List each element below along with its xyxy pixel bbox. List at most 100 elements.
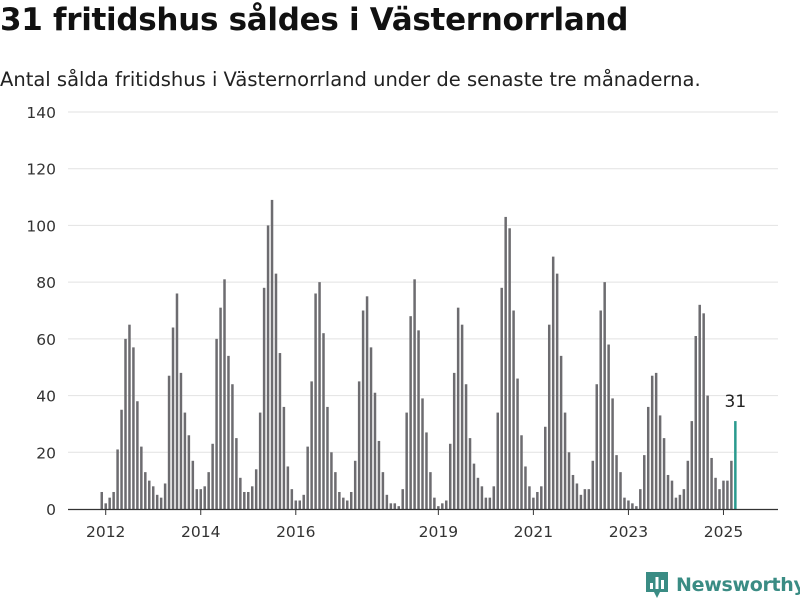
bar bbox=[650, 375, 654, 509]
y-tick-label: 60 bbox=[36, 331, 56, 349]
bar bbox=[516, 378, 519, 509]
bar bbox=[694, 336, 697, 509]
bar bbox=[199, 489, 202, 509]
bar bbox=[282, 406, 286, 509]
chart-title: 31 fritidshus såldes i Västernorrland bbox=[0, 2, 629, 38]
bar bbox=[536, 491, 539, 509]
newsworthy-logo-icon bbox=[646, 572, 668, 598]
y-tick-label: 100 bbox=[26, 217, 56, 235]
x-tick-label: 2016 bbox=[276, 523, 315, 541]
bar bbox=[488, 497, 492, 509]
bar bbox=[215, 338, 218, 509]
bar bbox=[433, 497, 436, 509]
bar bbox=[484, 497, 488, 509]
y-tick-label: 80 bbox=[36, 274, 56, 292]
bar bbox=[243, 491, 246, 509]
bar bbox=[726, 480, 729, 509]
bar bbox=[654, 372, 658, 509]
bar bbox=[195, 489, 199, 509]
bar bbox=[718, 489, 721, 509]
bar bbox=[100, 491, 103, 509]
bar bbox=[662, 438, 666, 509]
bar bbox=[250, 486, 254, 509]
bar bbox=[520, 435, 523, 509]
bar bbox=[361, 310, 365, 509]
bar bbox=[286, 466, 290, 509]
bar bbox=[540, 486, 543, 509]
bar bbox=[682, 489, 686, 509]
bar bbox=[175, 293, 179, 509]
bar bbox=[377, 440, 381, 509]
bar bbox=[302, 494, 305, 509]
bar bbox=[104, 503, 107, 509]
bar bbox=[476, 477, 480, 509]
bar bbox=[357, 381, 361, 509]
bar bbox=[425, 432, 428, 509]
bar bbox=[278, 353, 282, 509]
bar bbox=[231, 384, 234, 509]
bar bbox=[551, 256, 555, 509]
bar bbox=[239, 477, 242, 509]
bar bbox=[532, 497, 535, 509]
bar bbox=[658, 415, 662, 509]
x-axis-ticks: 2012 2014 2016 2019 2021 2023 2025 bbox=[86, 509, 743, 541]
bar bbox=[456, 307, 460, 509]
bar bbox=[191, 460, 195, 509]
bar bbox=[290, 489, 294, 509]
bar bbox=[544, 426, 547, 509]
bar bbox=[607, 344, 610, 509]
bar bbox=[155, 494, 159, 509]
bar bbox=[500, 287, 503, 509]
bar bbox=[460, 324, 464, 509]
bar bbox=[429, 472, 432, 509]
bar bbox=[310, 381, 313, 509]
bar bbox=[409, 316, 412, 509]
bar bbox=[322, 333, 325, 509]
bar bbox=[666, 474, 670, 509]
bar bbox=[187, 435, 191, 509]
bar bbox=[587, 489, 591, 509]
bar bbox=[179, 372, 183, 509]
bar bbox=[706, 395, 709, 509]
bar bbox=[270, 199, 274, 509]
bar bbox=[611, 398, 614, 509]
bar bbox=[643, 455, 646, 509]
bar bbox=[445, 500, 448, 509]
bar bbox=[203, 486, 206, 509]
bar bbox=[306, 446, 309, 509]
bar bbox=[326, 406, 329, 509]
bar bbox=[330, 452, 333, 509]
bar bbox=[211, 443, 214, 509]
x-tick-label: 2023 bbox=[609, 523, 648, 541]
bar bbox=[397, 506, 400, 509]
x-tick-label: 2014 bbox=[181, 523, 220, 541]
bar bbox=[448, 443, 452, 509]
bar bbox=[635, 506, 638, 509]
y-axis-ticks: 0 20 40 60 80 100 120 140 bbox=[26, 104, 56, 519]
bar bbox=[547, 324, 551, 509]
bar bbox=[294, 500, 298, 509]
bar bbox=[219, 307, 222, 509]
bar bbox=[338, 491, 341, 509]
bar bbox=[144, 472, 147, 509]
bar bbox=[136, 401, 139, 509]
bar bbox=[365, 296, 369, 509]
bar bbox=[710, 457, 713, 509]
data-labels: 31 bbox=[725, 392, 747, 412]
bar bbox=[235, 438, 238, 509]
bar bbox=[393, 503, 397, 509]
bar bbox=[730, 460, 733, 509]
bar bbox=[421, 398, 424, 509]
bar bbox=[678, 494, 682, 509]
bar bbox=[148, 480, 151, 509]
bar bbox=[373, 392, 377, 509]
bar bbox=[247, 491, 250, 509]
bar bbox=[159, 497, 163, 509]
bar bbox=[405, 412, 408, 509]
bar bbox=[223, 279, 226, 509]
bar bbox=[254, 469, 258, 509]
chart-subtitle: Antal sålda fritidshus i Västernorrland … bbox=[0, 68, 701, 91]
bar bbox=[698, 304, 701, 509]
bar bbox=[116, 449, 119, 509]
